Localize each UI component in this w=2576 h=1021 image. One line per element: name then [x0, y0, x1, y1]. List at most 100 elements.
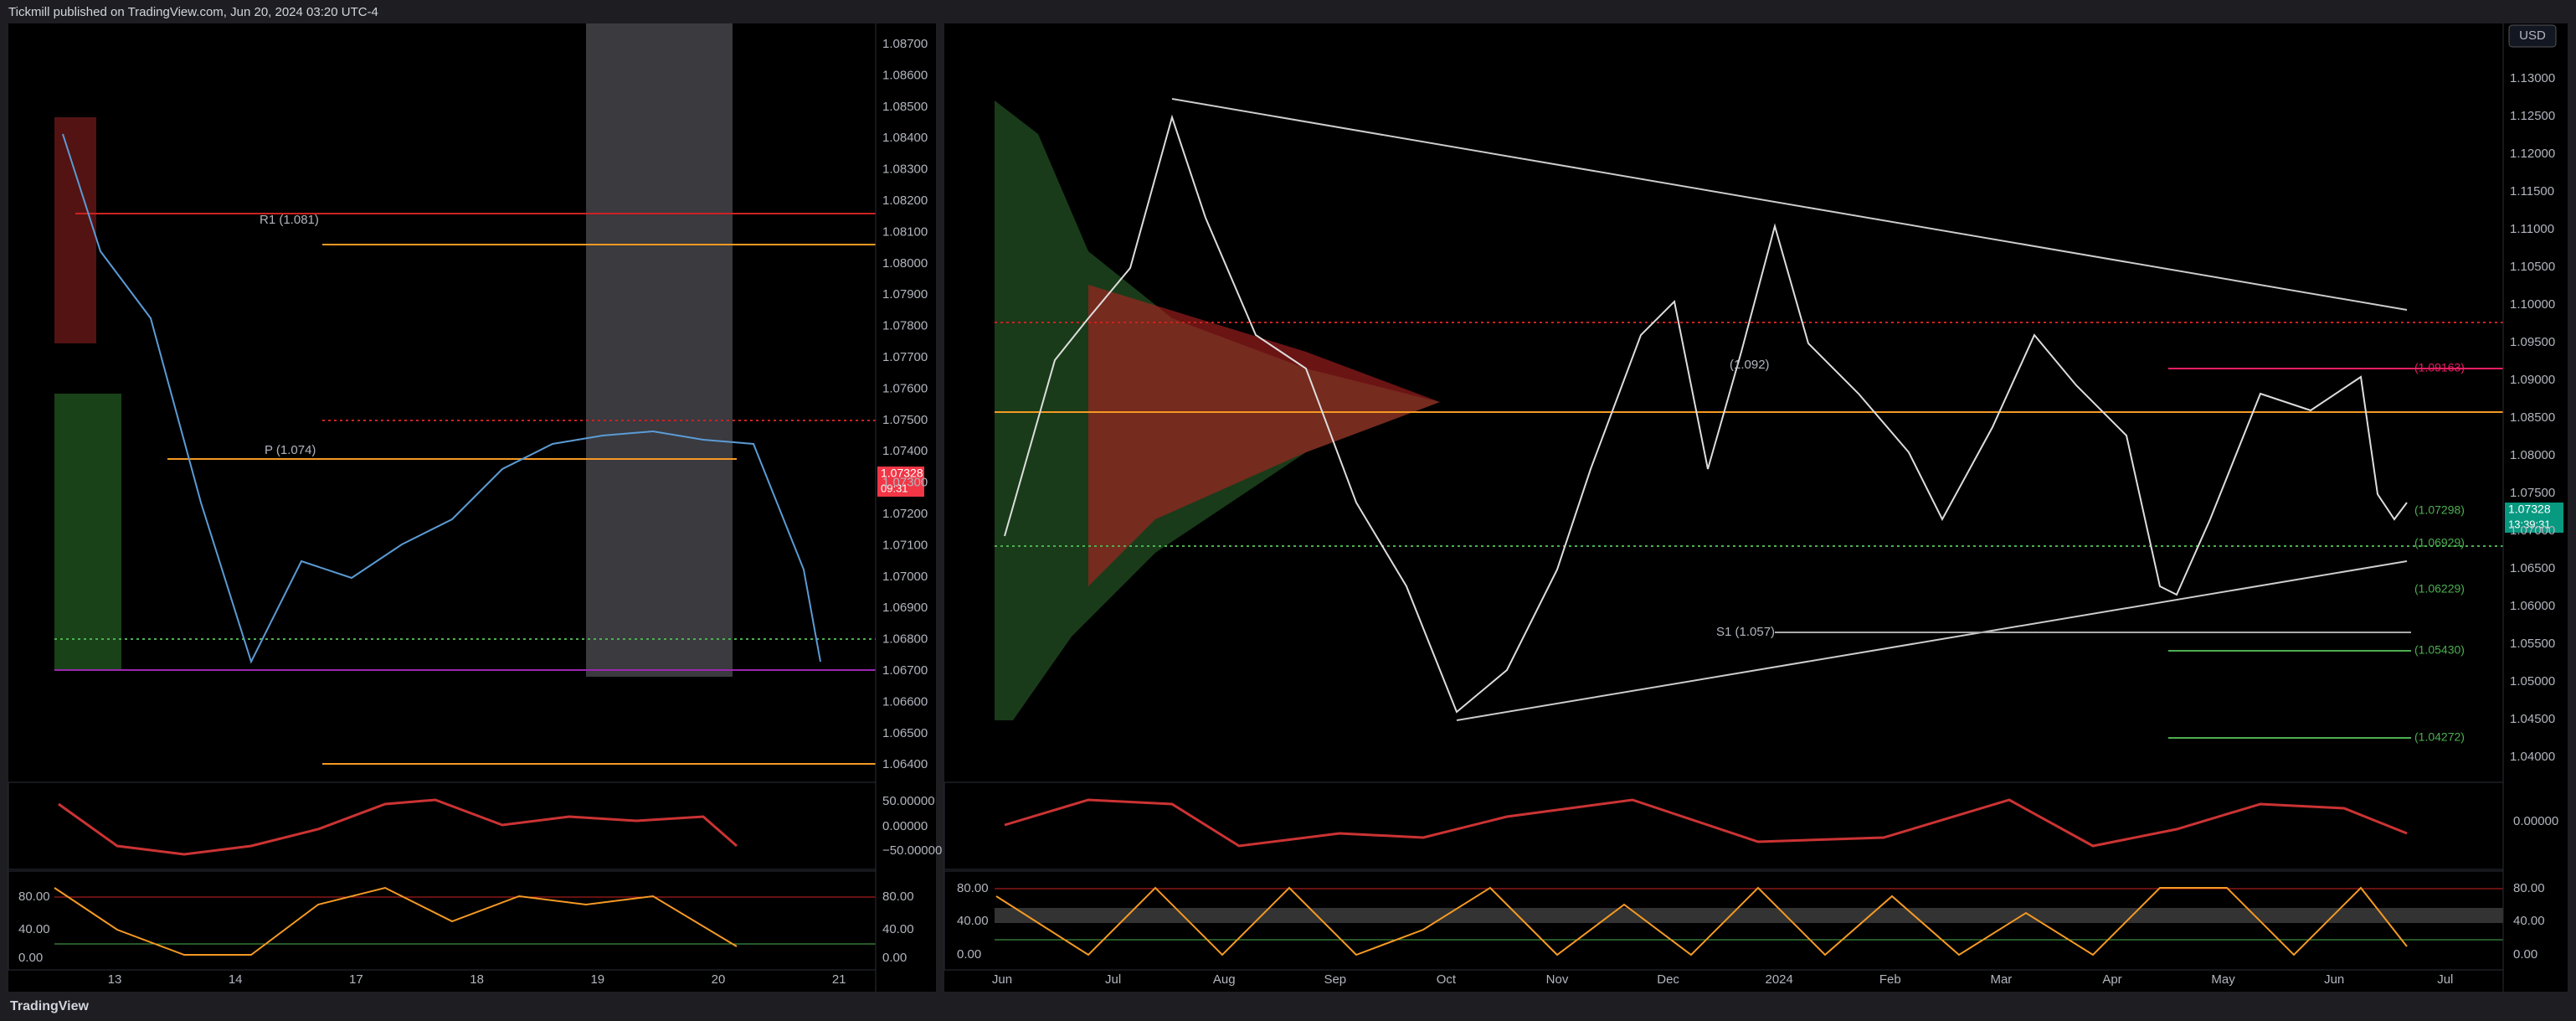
level-label: (1.06929)	[2414, 536, 2465, 549]
profile-red	[1088, 285, 1440, 586]
left-osc2	[8, 870, 877, 971]
price-tick: 1.06000	[2510, 599, 2555, 613]
osc-tick: 0.00	[957, 947, 981, 962]
time-label: Jun	[2324, 972, 2344, 987]
time-label: Apr	[2102, 972, 2121, 987]
price-tick: 1.08700	[882, 37, 928, 51]
price-tick: 1.06900	[882, 601, 928, 615]
osc-tick: 0.00	[2513, 947, 2537, 962]
osc-tick: 0.00000	[2513, 814, 2558, 828]
price-tick: 1.09000	[2510, 373, 2555, 387]
badge-price: 1.07328	[881, 467, 923, 480]
price-tick: 1.07200	[882, 507, 928, 521]
price-tick: 1.11500	[2510, 184, 2554, 199]
price-tick: 1.06500	[2510, 561, 2555, 575]
header: Tickmill published on TradingView.com, J…	[8, 5, 378, 19]
price-tick: 1.07500	[2510, 486, 2555, 500]
time-label: 21	[832, 972, 846, 987]
osc1-line	[58, 798, 738, 856]
osc-tick: 40.00	[2513, 914, 2545, 928]
time-label: 18	[470, 972, 484, 987]
time-label: Dec	[1657, 972, 1679, 987]
price-badge	[2505, 503, 2563, 533]
time-label: Jul	[1105, 972, 1121, 987]
price-line	[1004, 114, 2408, 714]
osc-band-fill	[995, 908, 2503, 923]
price-tick: 1.07100	[882, 538, 928, 552]
price-tick: 1.06800	[882, 632, 928, 647]
profile-red	[54, 117, 96, 343]
price-tick: 1.11000	[2510, 222, 2554, 236]
time-label: Jun	[992, 972, 1012, 987]
osc2-line	[54, 886, 738, 956]
left-osc1	[8, 781, 877, 870]
annotation: S1 (1.057)	[1716, 625, 1775, 639]
profile-green	[54, 394, 121, 670]
price-tick: 1.05000	[2510, 674, 2555, 688]
osc-tick: −50.00000	[882, 843, 942, 858]
price-tick: 1.07600	[882, 381, 928, 395]
osc-tick: 40.00	[18, 922, 50, 936]
price-tick: 1.10500	[2510, 260, 2555, 274]
price-tick: 1.09500	[2510, 335, 2555, 349]
price-tick: 1.07000	[2510, 523, 2555, 538]
price-tick: 1.12000	[2510, 147, 2555, 161]
osc-tick: 0.00000	[882, 819, 928, 833]
price-tick: 1.08100	[882, 224, 928, 239]
osc2-line	[995, 886, 2408, 957]
price-tick: 1.08600	[882, 68, 928, 82]
price-tick: 1.05500	[2510, 637, 2555, 651]
osc-tick: 0.00	[882, 951, 907, 965]
currency[interactable]: USD	[2519, 28, 2546, 43]
badge-price: 1.07328	[2508, 503, 2551, 516]
price-tick: 1.07500	[882, 413, 928, 427]
badge-time: 09:31	[881, 482, 908, 494]
price-line	[62, 133, 821, 664]
osc-tick: 80.00	[2513, 881, 2545, 895]
time-label: Feb	[1879, 972, 1901, 987]
price-tick: 1.07300	[882, 476, 928, 490]
time-label: Oct	[1437, 972, 1457, 987]
right-osc1	[944, 781, 2504, 870]
price-tick: 1.06400	[882, 757, 928, 771]
currency-button[interactable]	[2508, 24, 2557, 48]
price-tick: 1.08400	[882, 131, 928, 145]
osc-tick: 50.00000	[882, 794, 935, 808]
price-tick: 1.13000	[2510, 71, 2555, 85]
footer-brand: TradingView	[10, 999, 90, 1013]
osc-tick: 0.00	[18, 951, 43, 965]
trend-line	[1456, 560, 2408, 721]
level-label: (1.05430)	[2414, 643, 2465, 657]
annotation: P (1.074)	[265, 443, 316, 457]
price-tick: 1.07900	[882, 287, 928, 302]
left-levels	[54, 133, 876, 765]
price-tick: 1.06700	[882, 663, 928, 678]
price-tick: 1.12500	[2510, 109, 2555, 123]
price-tick: 1.07400	[882, 444, 928, 458]
level-label: (1.04272)	[2414, 730, 2465, 744]
annotation: R1 (1.081)	[260, 213, 319, 227]
time-label: 14	[229, 972, 243, 987]
badge-time: 13:39:31	[2508, 518, 2551, 530]
price-tick: 1.08500	[2510, 410, 2555, 425]
price-tick: 1.10000	[2510, 297, 2555, 312]
osc-tick: 80.00	[957, 881, 989, 895]
time-label: 20	[712, 972, 726, 987]
level-label: (1.07298)	[2414, 503, 2465, 517]
price-tick: 1.04000	[2510, 750, 2555, 764]
time-label: 2024	[1766, 972, 1793, 987]
trend-line	[1171, 98, 2408, 311]
time-label: Jul	[2437, 972, 2453, 987]
time-label: 13	[108, 972, 122, 987]
price-tick: 1.08200	[882, 193, 928, 208]
time-label: Nov	[1546, 972, 1569, 987]
annotation: (1.092)	[1730, 358, 1770, 372]
level-label: (1.06229)	[2414, 582, 2465, 596]
osc-tick: 40.00	[957, 914, 989, 928]
time-label: Mar	[1990, 972, 2012, 987]
time-label: Aug	[1213, 972, 1236, 987]
osc-tick: 80.00	[18, 890, 50, 904]
